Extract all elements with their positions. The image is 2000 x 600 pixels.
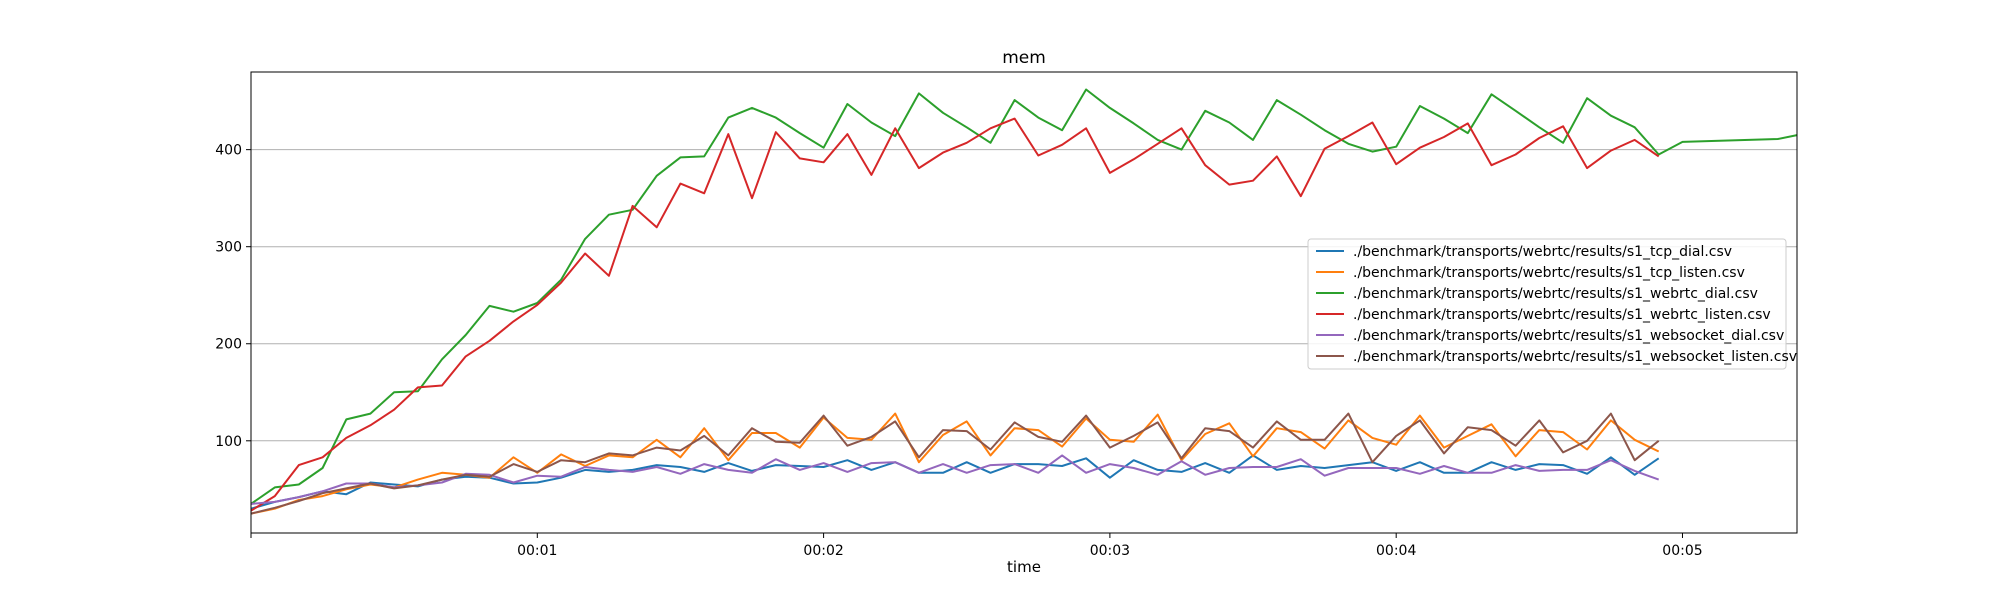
y-tick-label: 400 [215,143,242,159]
legend-label-4: ./benchmark/transports/webrtc/results/s1… [1353,328,1784,344]
chart-title: mem [1002,48,1046,68]
series-layer [250,88,1798,515]
y-axis: 100 200 300 400 [215,143,251,450]
series-line-1 [250,412,1660,515]
legend-label-5: ./benchmark/transports/webrtc/results/s1… [1353,349,1797,365]
x-tick-label: 00:04 [1376,543,1416,559]
y-tick-label: 200 [215,337,242,353]
series-line-5 [250,412,1660,515]
legend-label-0: ./benchmark/transports/webrtc/results/s1… [1353,244,1732,260]
x-axis-label: time [1007,558,1041,576]
y-tick-label: 100 [215,434,242,450]
x-axis: 00:01 00:02 00:03 00:04 00:05 [250,533,1703,559]
series-line-2 [250,88,1798,505]
y-tick-label: 300 [215,240,242,256]
legend-label-2: ./benchmark/transports/webrtc/results/s1… [1353,286,1758,302]
x-tick-label: 00:03 [1090,543,1130,559]
series-line-4 [250,454,1660,505]
x-tick-label: 00:02 [803,543,843,559]
series-line-3 [250,117,1660,512]
series-line-0 [250,454,1660,510]
plot-frame [250,71,1798,534]
x-tick-label: 00:05 [1662,543,1702,559]
x-tick-label: 00:01 [517,543,557,559]
legend: ./benchmark/transports/webrtc/results/s1… [1307,238,1797,370]
legend-label-3: ./benchmark/transports/webrtc/results/s1… [1353,307,1771,323]
legend-box [1307,238,1787,370]
legend-label-1: ./benchmark/transports/webrtc/results/s1… [1353,265,1745,281]
